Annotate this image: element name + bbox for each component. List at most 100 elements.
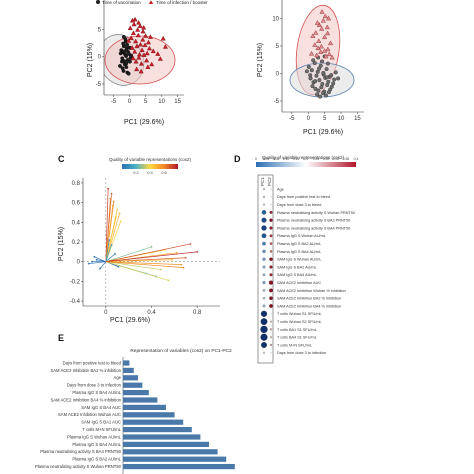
panel-d: D Quality of variable representations (c… [234,154,358,364]
infection-point [137,23,143,28]
bar-label: SAM IgG S BA4 AUC [81,405,121,410]
colorbar-tick-label: 0.2 [304,157,309,161]
heatmap-cell [269,304,273,308]
loading-arrow [105,217,117,262]
heatmap-cell [262,249,266,254]
bar [123,434,201,440]
booster-point [328,40,334,46]
infection-point [129,17,136,23]
infection-point [141,25,147,30]
heatmap-row-label: Plasma IgG S BA2 AU/mL [277,242,321,246]
x-tick-label: 15 [174,99,181,105]
x-tick-label: 0 [104,310,108,316]
heatmap-cell [269,257,273,261]
sample-point [325,83,330,88]
booster-point [322,34,328,40]
bar [123,419,184,425]
heatmap-cell [261,225,267,231]
booster-point [318,49,324,54]
loading-arrow-head [182,266,185,269]
infection-point [127,25,133,31]
colorbar-tick-label: 0.08 [273,157,280,161]
sample-point [311,58,316,63]
heatmap-cell [269,250,273,253]
bar [123,456,227,462]
vaccination-point [124,65,129,70]
vaccination-point [124,54,128,59]
bar [123,404,166,410]
infection-point [132,49,138,54]
panel-d-column-pc2: PC2 [267,177,272,186]
heatmap-cell [262,296,266,300]
x-tick-label: 10 [338,116,345,122]
infection-point [141,52,147,57]
sample-point [326,90,331,95]
heatmap-row-label: Age [277,187,284,191]
infection-point [162,44,168,49]
loading-arrow-head [108,239,111,241]
loading-arrow [105,251,198,263]
x-tick-label: 0 [128,99,132,105]
loading-arrow [99,261,107,269]
infection-point [136,55,142,60]
y-tick-label: 0.6 [72,201,81,207]
colorbar-tick-label: 0.04 [263,157,270,161]
heatmap-cell [263,188,265,190]
y-tick-label: -0.4 [70,299,81,305]
heatmap-cell [261,233,267,239]
sample-point [306,64,311,69]
y-tick-label: 0.8 [72,181,81,187]
sample-point [333,70,338,75]
heatmap-cell [269,234,273,238]
bar [123,412,175,418]
bar-label: Days from dose 3 to infection [67,383,122,388]
booster-point [322,13,328,19]
panel-c-zero-lines [83,178,220,306]
booster-point [323,53,329,59]
heatmap-cell [261,210,267,215]
heatmap-cell [269,343,273,347]
heatmap-cell [269,328,273,331]
booster-point [325,30,331,36]
booster-point [326,51,332,57]
loading-arrow-head [159,268,162,271]
y-tick-label: 0.2 [72,240,81,246]
booster-point [329,54,335,60]
heatmap-cell [260,318,268,325]
panel-c-colorbar-tick: 0.4 [147,170,153,175]
vaccination-point [120,59,124,64]
bar-label: SAM ACE2 Inhibition Wuhan AUC [58,412,121,417]
vaccination-point [128,59,132,64]
loading-arrow [105,261,182,265]
infection-point [138,68,144,74]
loading-arrow-head [107,187,110,190]
heatmap-row-label: SAM ACE2 Inhibition BA2 % inhibition [277,297,341,301]
sample-point [308,73,313,78]
booster-point [324,24,330,30]
panel-e: E Representation of variables (cos2) on … [35,333,235,474]
loading-arrow-head [110,192,113,195]
infection-point [129,45,135,50]
heatmap-row-label: T cells BA4 S1 SFU/mL [277,336,317,340]
infection-point [133,58,139,64]
bar-label: Plasma IgG S Wuhan AU/mL [67,434,122,439]
panel-d-colorbar-ticks: 0 0.04 0.08 0.12 0.16 0.2 0.24 0.28 0.32 0.36 0.4 [255,157,358,161]
panel-a-y-label: PC2 (15%) [87,43,94,77]
loading-arrow [105,261,161,270]
panel-a-points [118,16,168,76]
panel-d-column-pc1: PC1 [260,177,265,186]
infection-point [140,37,146,42]
heatmap-row-label: Days from dose 3 to infection [277,351,326,355]
colorbar-tick-label: 0.32 [333,157,340,161]
panel-c-colorbar-tick: 0.6 [161,170,167,175]
heatmap-row-label: T cells Wuhan S1 SFU/mL [277,312,322,316]
heatmap-cell [269,242,273,245]
infection-point [143,33,149,38]
loading-arrow-head [95,258,98,261]
loading-arrow [105,261,184,268]
panel-c: C Quality of variable representations (c… [58,154,220,324]
infection-point [157,56,163,61]
panel-c-colorbar-tick: 0.2 [133,170,139,175]
booster-point [316,22,322,27]
